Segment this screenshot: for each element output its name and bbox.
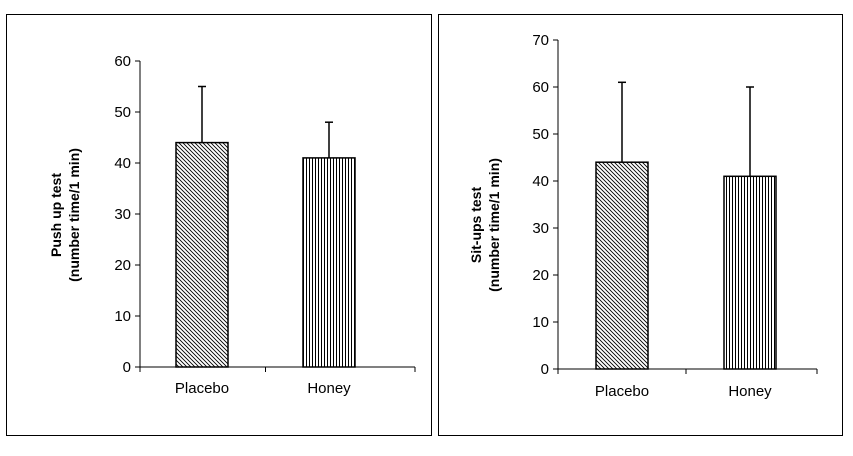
chart-2-y-tick-label: 50 — [532, 126, 549, 143]
chart-1-category-label-placebo: Placebo — [175, 380, 229, 397]
chart-2-ylabel-line1: Sit-ups test — [468, 187, 484, 264]
chart-1-y-tick-label: 0 — [123, 359, 131, 376]
chart-2-y-tick-label: 30 — [532, 220, 549, 237]
chart-1-y-tick-label: 60 — [114, 53, 131, 70]
chart-2-y-tick-label: 40 — [532, 173, 549, 190]
chart-1: Push up test (number time/1 min) Placebo… — [48, 148, 351, 397]
chart-1-category-label-honey: Honey — [307, 380, 351, 397]
chart-2-y-tick-label: 10 — [532, 314, 549, 331]
chart-1-y-tick-label: 30 — [114, 206, 131, 223]
chart-1-y-tick-label: 10 — [114, 308, 131, 325]
chart-2-ylabel-line2: (number time/1 min) — [486, 158, 502, 292]
chart-2-bar-placebo — [595, 161, 649, 370]
chart-2: Sit-ups test (number time/1 min) Placebo… — [468, 158, 772, 400]
chart-1-y-tick-label: 20 — [114, 257, 131, 274]
chart-1-ylabel-line2: (number time/1 min) — [66, 148, 82, 282]
chart-1-bar-placebo — [175, 141, 229, 368]
chart-1-y-tick-label: 50 — [114, 104, 131, 121]
chart-2-bar-honey — [723, 175, 777, 370]
chart-1-y-tick-label: 40 — [114, 155, 131, 172]
chart-2-y-tick-label: 0 — [541, 361, 549, 378]
chart-1-bar-honey — [302, 157, 356, 368]
chart-2-y-tick-label: 20 — [532, 267, 549, 284]
chart-2-category-label-placebo: Placebo — [595, 383, 649, 400]
chart-2-category-label-honey: Honey — [728, 383, 772, 400]
chart-1-ylabel-line1: Push up test — [48, 173, 64, 257]
chart-2-y-tick-label: 60 — [532, 79, 549, 96]
chart-2-y-tick-label: 70 — [532, 32, 549, 49]
